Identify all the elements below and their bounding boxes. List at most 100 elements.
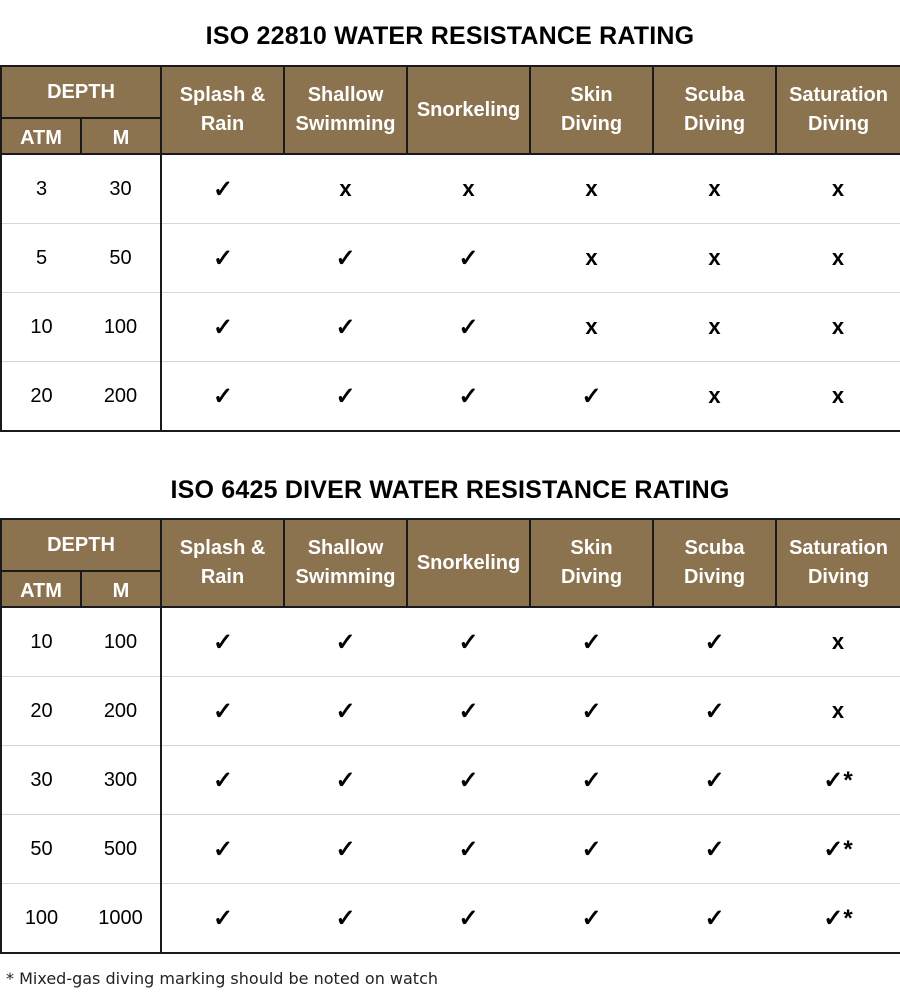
meters-cell: 50 (81, 223, 163, 293)
check-mark-cell: ✓ (161, 153, 285, 224)
check-mark-cell: ✓ (653, 676, 777, 746)
cross-mark-cell: x (653, 153, 777, 224)
activity-header: Shallow Swimming (283, 518, 409, 608)
check-mark-cell: ✓ (530, 814, 654, 884)
atm-cell: 10 (0, 292, 81, 362)
table-title-iso-22810: ISO 22810 WATER RESISTANCE RATING (205, 22, 695, 50)
table-row: 5 50 ✓ ✓ ✓ x x x (0, 223, 900, 293)
check-mark-cell: ✓ (407, 292, 531, 362)
activity-header: Saturation Diving (775, 65, 900, 155)
cross-mark-cell: x (407, 153, 531, 224)
check-mark-cell: ✓ (284, 676, 408, 746)
depth-header: DEPTH (0, 518, 163, 572)
atm-cell: 20 (0, 676, 81, 746)
atm-cell: 3 (0, 153, 81, 224)
cross-mark-cell: x (776, 606, 900, 677)
depth-header: DEPTH (0, 65, 163, 119)
check-mark-cell: ✓* (776, 745, 900, 815)
cross-mark-cell: x (530, 223, 654, 293)
atm-cell: 50 (0, 814, 81, 884)
meters-cell: 1000 (81, 883, 163, 954)
m-header: M (79, 570, 163, 608)
activity-header: Snorkeling (406, 518, 532, 608)
cross-mark-cell: x (530, 153, 654, 224)
activity-header: Splash & Rain (160, 518, 286, 608)
meters-cell: 500 (81, 814, 163, 884)
cross-mark-cell: x (653, 361, 777, 432)
check-mark-cell: ✓* (776, 814, 900, 884)
check-mark-cell: ✓ (284, 223, 408, 293)
iso-6425-table: DEPTH Splash & Rain Shallow Swimming Snorke… (0, 518, 900, 954)
check-mark-cell: ✓ (530, 883, 654, 954)
table-title-iso-6425: ISO 6425 DIVER WATER RESISTANCE RATING (170, 476, 730, 504)
meters-cell: 200 (81, 361, 163, 432)
activity-header: Snorkeling (406, 65, 532, 155)
check-mark-cell: ✓ (284, 814, 408, 884)
cross-mark-cell: x (776, 361, 900, 432)
meters-cell: 100 (81, 606, 163, 677)
check-mark-cell: ✓ (653, 606, 777, 677)
activity-header: Splash & Rain (160, 65, 286, 155)
check-mark-cell: ✓ (407, 361, 531, 432)
check-mark-cell: ✓ (407, 883, 531, 954)
check-mark-cell: ✓ (530, 606, 654, 677)
table-row: 30 300 ✓ ✓ ✓ ✓ ✓ ✓* (0, 745, 900, 815)
check-mark-cell: ✓ (407, 676, 531, 746)
table-row: 3 30 ✓ x x x x x (0, 153, 900, 224)
cross-mark-cell: x (653, 223, 777, 293)
activity-header: Saturation Diving (775, 518, 900, 608)
table-row: 10 100 ✓ ✓ ✓ ✓ ✓ x (0, 606, 900, 677)
cross-mark-cell: x (776, 153, 900, 224)
cross-mark-cell: x (776, 676, 900, 746)
table-row: 10 100 ✓ ✓ ✓ x x x (0, 292, 900, 362)
check-mark-cell: ✓ (161, 606, 285, 677)
check-mark-cell: ✓ (653, 745, 777, 815)
atm-cell: 30 (0, 745, 81, 815)
atm-cell: 20 (0, 361, 81, 432)
atm-cell: 100 (0, 883, 81, 954)
activity-header: Scuba Diving (652, 518, 778, 608)
meters-cell: 300 (81, 745, 163, 815)
check-mark-cell: ✓ (284, 883, 408, 954)
activity-header: Scuba Diving (652, 65, 778, 155)
table-row: 20 200 ✓ ✓ ✓ ✓ ✓ x (0, 676, 900, 746)
check-mark-cell: ✓ (161, 883, 285, 954)
check-mark-cell: ✓ (407, 223, 531, 293)
check-mark-cell: ✓ (161, 676, 285, 746)
check-mark-cell: ✓ (530, 361, 654, 432)
m-header: M (79, 117, 163, 155)
check-mark-cell: ✓ (530, 676, 654, 746)
iso-22810-table: DEPTH Splash & Rain Shallow Swimming Snorke… (0, 65, 900, 432)
check-mark-cell: ✓ (407, 814, 531, 884)
activity-header: Skin Diving (529, 65, 655, 155)
check-mark-cell: ✓ (161, 814, 285, 884)
check-mark-cell: ✓ (653, 814, 777, 884)
check-mark-cell: ✓ (161, 745, 285, 815)
meters-cell: 200 (81, 676, 163, 746)
check-mark-cell: ✓ (284, 606, 408, 677)
check-mark-cell: ✓ (530, 745, 654, 815)
check-mark-cell: ✓ (407, 606, 531, 677)
activity-header: Shallow Swimming (283, 65, 409, 155)
check-mark-cell: ✓ (284, 745, 408, 815)
check-mark-cell: ✓ (653, 883, 777, 954)
cross-mark-cell: x (530, 292, 654, 362)
check-mark-cell: ✓* (776, 883, 900, 954)
atm-header: ATM (0, 117, 82, 155)
check-mark-cell: ✓ (161, 292, 285, 362)
activity-header: Skin Diving (529, 518, 655, 608)
check-mark-cell: ✓ (284, 292, 408, 362)
table-row: 50 500 ✓ ✓ ✓ ✓ ✓ ✓* (0, 814, 900, 884)
meters-cell: 30 (81, 153, 163, 224)
table-row: 20 200 ✓ ✓ ✓ ✓ x x (0, 361, 900, 432)
cross-mark-cell: x (776, 292, 900, 362)
meters-cell: 100 (81, 292, 163, 362)
footnote: * Mixed-gas diving marking should be not… (6, 969, 439, 988)
check-mark-cell: ✓ (161, 223, 285, 293)
cross-mark-cell: x (284, 153, 408, 224)
cross-mark-cell: x (653, 292, 777, 362)
atm-cell: 10 (0, 606, 81, 677)
check-mark-cell: ✓ (161, 361, 285, 432)
check-mark-cell: ✓ (284, 361, 408, 432)
check-mark-cell: ✓ (407, 745, 531, 815)
